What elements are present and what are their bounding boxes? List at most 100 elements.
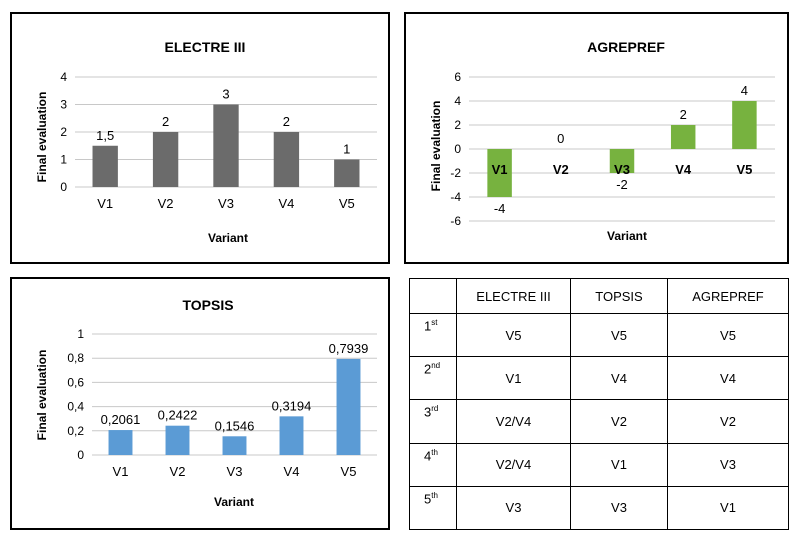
table-header-cell: AGREPREF (667, 278, 789, 314)
table-cell: V4 (667, 356, 789, 401)
electre-chart: ELECTRE III 0 1 2 3 4 V1 V2 V3 V4 V5 1,5 2 3 2 1 Var… (35, 39, 377, 245)
rank-suffix: th (431, 447, 438, 457)
table-cell: V2 (667, 399, 789, 444)
table-cell: V5 (570, 312, 668, 358)
bar (222, 436, 247, 455)
y-tick-label: -2 (450, 166, 461, 180)
rank-suffix: th (431, 490, 438, 500)
y-tick-label: 0,6 (67, 375, 84, 389)
table-cell: V2 (570, 399, 668, 444)
x-tick-label: V1 (97, 196, 113, 211)
data-label: 0,3194 (272, 398, 312, 413)
table-header-cell: TOPSIS (570, 278, 668, 314)
table-cell: V4 (570, 356, 668, 401)
rank-number: 1 (424, 318, 432, 334)
x-axis-label: Variant (208, 231, 248, 245)
rank-suffix: rd (431, 404, 439, 414)
table-row: 2nd V1 V4 V4 (409, 356, 789, 401)
bar (334, 159, 360, 187)
bar (732, 101, 757, 149)
data-label: 4 (741, 83, 748, 98)
table-cell: V1 (570, 442, 668, 487)
x-tick-label: V2 (158, 196, 174, 211)
rank-cell: 4th (409, 442, 457, 487)
rank-number: 2 (424, 361, 432, 377)
data-label: -4 (494, 201, 506, 216)
y-tick-label: 0 (454, 142, 461, 156)
table-cell: V1 (667, 485, 789, 531)
ranking-table: ELECTRE III TOPSIS AGREPREF 1st V5 V5 V5… (409, 278, 789, 531)
chart-title: TOPSIS (182, 297, 233, 313)
table-cell: V1 (456, 356, 571, 401)
bar (279, 416, 304, 455)
table-cell: V2/V4 (456, 399, 571, 444)
y-axis-label: Final evaluation (35, 350, 49, 441)
y-tick-label: 1 (77, 327, 84, 341)
x-tick-label: V5 (736, 162, 752, 177)
y-axis-label: Final evaluation (35, 92, 49, 183)
data-label: 2 (680, 107, 687, 122)
data-label: 0 (557, 131, 564, 146)
y-tick-label: 0 (77, 448, 84, 462)
y-tick-label: 3 (60, 98, 67, 112)
y-axis-label: Final evaluation (429, 101, 443, 192)
rank-number: 3 (424, 404, 432, 420)
chart-title: ELECTRE III (165, 39, 246, 55)
y-tick-label: 4 (454, 94, 461, 108)
table-row: 1st V5 V5 V5 (409, 312, 789, 358)
y-tick-label: 6 (454, 70, 461, 84)
bar (609, 149, 635, 173)
table-header-row: ELECTRE III TOPSIS AGREPREF (409, 278, 789, 314)
x-tick-label: V3 (614, 162, 630, 177)
y-tick-label: 4 (60, 70, 67, 84)
data-label: 2 (283, 114, 290, 129)
table-header-cell: ELECTRE III (456, 278, 571, 314)
rank-cell: 3rd (409, 399, 457, 444)
table-cell: V2/V4 (456, 442, 571, 487)
bar (273, 132, 300, 187)
data-label: 0,7939 (329, 341, 369, 356)
topsis-chart-panel: TOPSIS 0 0,2 0,4 0,6 0,8 1 V1 V2 V3 V4 V5 0,2061 0… (10, 277, 390, 530)
table-cell: V5 (667, 312, 789, 358)
agrepref-chart: AGREPREF -6 -4 -2 0 2 4 6 V1 V2 V3 V4 V5 -4 0 -2 2 4 V… (429, 39, 775, 243)
table-row: 4th V2/V4 V1 V3 (409, 442, 789, 487)
agrepref-chart-panel: AGREPREF -6 -4 -2 0 2 4 6 V1 V2 V3 V4 V5 -4 0 -2 2 4 V… (404, 12, 789, 264)
data-label: 3 (222, 87, 229, 102)
y-tick-label: -6 (450, 214, 461, 228)
bar (487, 149, 512, 197)
x-tick-label: V1 (113, 464, 129, 479)
bar (108, 430, 133, 455)
table-cell: V3 (456, 485, 571, 531)
x-tick-label: V5 (341, 464, 357, 479)
y-tick-label: 0 (60, 180, 67, 194)
y-tick-label: -4 (450, 190, 461, 204)
x-tick-label: V4 (284, 464, 300, 479)
bar (213, 104, 239, 187)
y-tick-label: 2 (454, 118, 461, 132)
data-label: 2 (162, 114, 169, 129)
table-row: 5th V3 V3 V1 (409, 485, 789, 531)
bar (336, 358, 361, 455)
table-cell: V5 (456, 312, 571, 358)
data-label: 0,1546 (215, 418, 255, 433)
rank-cell: 5th (409, 485, 457, 531)
data-label: 0,2422 (158, 408, 198, 423)
x-tick-label: V4 (675, 162, 692, 177)
bar (92, 145, 118, 187)
bar (165, 425, 190, 455)
table-cell: V3 (570, 485, 668, 531)
x-tick-label: V5 (339, 196, 355, 211)
x-tick-label: V1 (492, 162, 508, 177)
rank-suffix: nd (431, 361, 441, 371)
x-tick-label: V2 (553, 162, 569, 177)
x-axis-label: Variant (214, 495, 254, 509)
x-tick-label: V2 (170, 464, 186, 479)
y-tick-label: 1 (60, 153, 67, 167)
bar (670, 125, 696, 149)
rank-cell: 1st (409, 312, 457, 358)
y-tick-label: 0,8 (67, 351, 84, 365)
x-tick-label: V4 (278, 196, 294, 211)
rank-number: 4 (424, 447, 432, 463)
x-tick-label: V3 (218, 196, 234, 211)
y-tick-label: 0,4 (67, 400, 84, 414)
